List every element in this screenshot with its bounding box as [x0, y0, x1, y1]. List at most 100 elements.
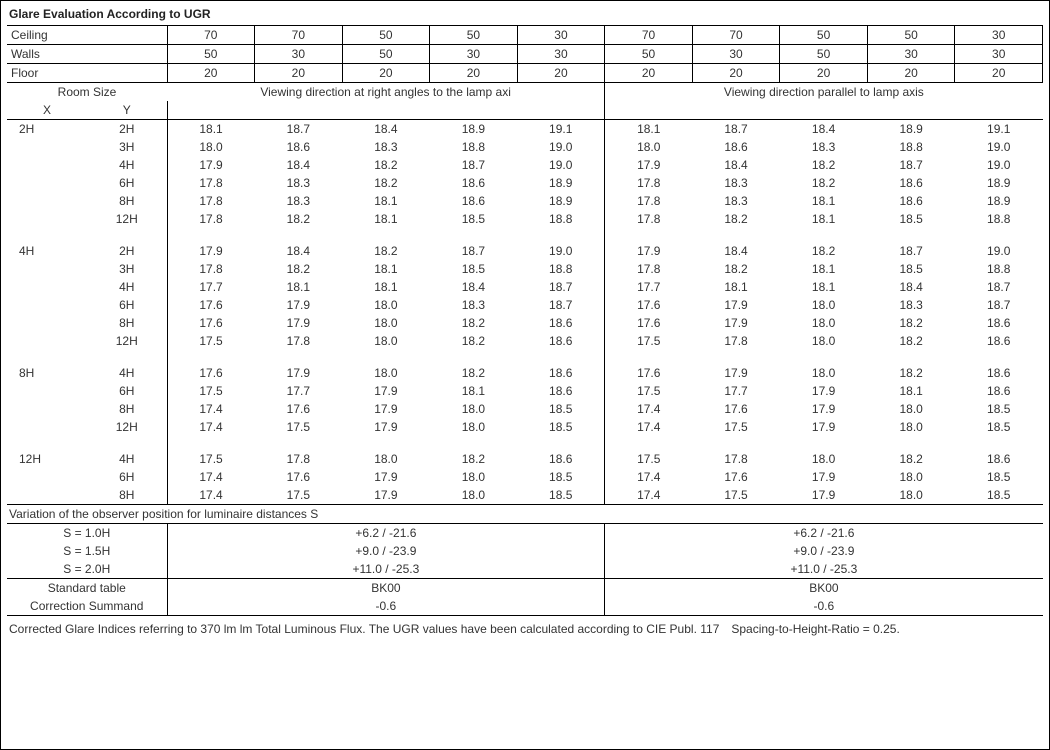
val-left: 17.9	[342, 400, 430, 418]
val-left: 17.8	[167, 260, 255, 278]
x-cell	[7, 156, 87, 174]
val-left: 18.4	[255, 156, 343, 174]
val-left: 18.9	[517, 192, 605, 210]
val-left: 18.0	[342, 296, 430, 314]
val-left: 18.3	[430, 296, 518, 314]
variation-right: +9.0 / -23.9	[605, 542, 1043, 560]
walls-3: 30	[430, 45, 518, 64]
val-left: 18.7	[430, 156, 518, 174]
x-cell	[7, 192, 87, 210]
walls-2: 50	[342, 45, 430, 64]
val-right: 18.0	[780, 364, 868, 382]
val-left: 18.6	[517, 332, 605, 350]
y-cell: 8H	[87, 314, 167, 332]
view-right-label: Viewing direction parallel to lamp axis	[605, 83, 1043, 102]
x-cell	[7, 260, 87, 278]
val-right: 19.0	[955, 138, 1043, 156]
val-left: 19.0	[517, 242, 605, 260]
y-cell: 12H	[87, 332, 167, 350]
val-left: 18.1	[167, 120, 255, 139]
val-right: 18.2	[867, 364, 955, 382]
val-right: 18.0	[867, 468, 955, 486]
val-left: 18.0	[342, 332, 430, 350]
val-right: 18.4	[867, 278, 955, 296]
val-left: 18.1	[342, 210, 430, 228]
val-right: 17.5	[692, 486, 780, 505]
val-left: 18.7	[517, 278, 605, 296]
val-right: 17.9	[780, 468, 868, 486]
val-left: 18.6	[430, 174, 518, 192]
standard-right: BK00	[605, 579, 1043, 598]
correction-right: -0.6	[605, 597, 1043, 616]
view-left-label: Viewing direction at right angles to the…	[167, 83, 605, 102]
val-right: 18.5	[955, 400, 1043, 418]
val-right: 17.6	[605, 364, 693, 382]
walls-1: 30	[255, 45, 343, 64]
val-right: 18.9	[955, 192, 1043, 210]
floor-6: 20	[692, 64, 780, 83]
val-left: 17.5	[167, 332, 255, 350]
val-left: 17.6	[167, 314, 255, 332]
val-left: 18.2	[430, 332, 518, 350]
val-left: 18.1	[342, 192, 430, 210]
val-right: 17.8	[605, 174, 693, 192]
val-right: 18.2	[692, 260, 780, 278]
val-left: 18.2	[255, 260, 343, 278]
val-right: 18.3	[692, 192, 780, 210]
val-left: 18.2	[430, 314, 518, 332]
val-left: 18.6	[517, 364, 605, 382]
val-right: 17.7	[692, 382, 780, 400]
val-right: 18.8	[955, 210, 1043, 228]
val-right: 18.3	[780, 138, 868, 156]
val-right: 18.2	[867, 332, 955, 350]
walls-9: 30	[955, 45, 1043, 64]
val-left: 18.0	[342, 364, 430, 382]
val-left: 17.5	[167, 450, 255, 468]
val-right: 18.1	[780, 278, 868, 296]
val-right: 17.8	[605, 260, 693, 278]
val-right: 18.2	[780, 242, 868, 260]
val-left: 18.8	[517, 260, 605, 278]
variation-left: +6.2 / -21.6	[167, 524, 605, 543]
val-left: 17.9	[342, 486, 430, 505]
val-right: 18.2	[867, 450, 955, 468]
val-left: 18.5	[517, 400, 605, 418]
floor-2: 20	[342, 64, 430, 83]
val-left: 18.9	[517, 174, 605, 192]
y-cell: 3H	[87, 260, 167, 278]
floor-8: 20	[867, 64, 955, 83]
val-right: 18.0	[867, 486, 955, 505]
val-left: 18.2	[342, 174, 430, 192]
val-right: 17.9	[780, 486, 868, 505]
val-right: 18.1	[692, 278, 780, 296]
val-left: 18.1	[430, 382, 518, 400]
val-left: 18.5	[430, 210, 518, 228]
val-left: 18.2	[255, 210, 343, 228]
val-left: 19.0	[517, 156, 605, 174]
floor-0: 20	[167, 64, 255, 83]
y-cell: 6H	[87, 382, 167, 400]
y-cell: 6H	[87, 296, 167, 314]
y-cell: 6H	[87, 468, 167, 486]
val-left: 17.4	[167, 418, 255, 436]
val-right: 17.5	[605, 382, 693, 400]
y-cell: 2H	[87, 120, 167, 139]
ceiling-2: 50	[342, 26, 430, 45]
val-right: 18.2	[780, 156, 868, 174]
val-right: 17.9	[605, 242, 693, 260]
floor-3: 20	[430, 64, 518, 83]
val-left: 18.0	[342, 314, 430, 332]
standard-table-label: Standard table	[7, 579, 167, 598]
val-left: 17.4	[167, 468, 255, 486]
room-size-label: Room Size	[7, 83, 167, 102]
x-cell	[7, 138, 87, 156]
val-left: 18.4	[342, 120, 430, 139]
x-cell: 8H	[7, 364, 87, 382]
variation-s: S = 1.5H	[7, 542, 167, 560]
val-left: 18.6	[517, 382, 605, 400]
val-left: 18.6	[255, 138, 343, 156]
y-cell: 12H	[87, 418, 167, 436]
val-right: 19.0	[955, 156, 1043, 174]
val-right: 17.9	[605, 156, 693, 174]
x-cell	[7, 400, 87, 418]
